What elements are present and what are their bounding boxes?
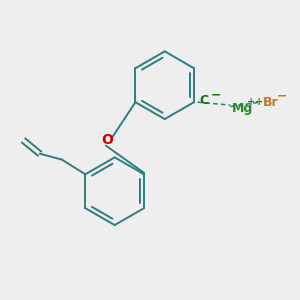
- Text: −: −: [211, 88, 221, 101]
- Text: −: −: [277, 90, 287, 103]
- Text: O: O: [101, 133, 113, 147]
- Text: C: C: [199, 94, 208, 107]
- Text: Mg: Mg: [232, 101, 253, 115]
- Text: Br: Br: [263, 96, 278, 109]
- Text: ++: ++: [247, 97, 263, 107]
